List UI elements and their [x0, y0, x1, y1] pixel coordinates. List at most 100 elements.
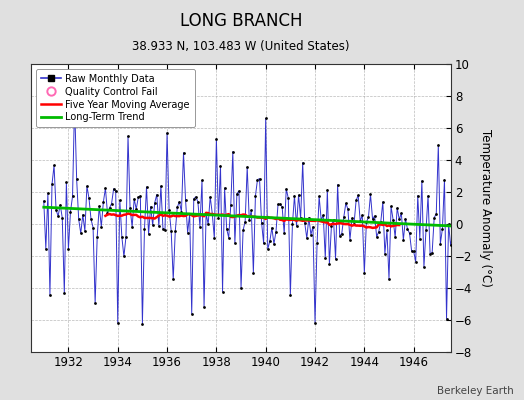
Point — [438, 226, 446, 232]
Point — [383, 227, 391, 234]
Point — [224, 234, 233, 241]
Point — [301, 220, 309, 226]
Point — [280, 230, 288, 237]
Point — [171, 228, 180, 234]
Point — [455, 259, 463, 266]
Point — [68, 193, 77, 200]
Point — [223, 226, 231, 232]
Point — [60, 290, 69, 296]
Point — [192, 194, 200, 200]
Point — [64, 246, 73, 252]
Point — [216, 163, 225, 169]
Point — [333, 182, 342, 188]
Point — [375, 228, 383, 235]
Point — [85, 195, 93, 202]
Point — [270, 241, 278, 247]
Point — [434, 142, 442, 148]
Point — [146, 204, 155, 210]
Text: Berkeley Earth: Berkeley Earth — [437, 386, 514, 396]
Point — [387, 203, 395, 210]
Point — [124, 133, 132, 139]
Point — [46, 292, 54, 298]
Point — [228, 148, 237, 155]
Point — [200, 304, 208, 310]
Point — [143, 184, 151, 190]
Point — [354, 192, 363, 198]
Point — [83, 183, 91, 189]
Point — [422, 227, 430, 234]
Point — [377, 219, 385, 225]
Point — [315, 193, 323, 200]
Point — [272, 229, 280, 235]
Point — [442, 315, 451, 322]
Point — [107, 200, 116, 207]
Point — [436, 240, 444, 247]
Point — [97, 224, 105, 230]
Point — [206, 194, 214, 200]
Point — [101, 185, 110, 191]
Point — [119, 253, 128, 260]
Point — [77, 230, 85, 236]
Point — [103, 210, 112, 216]
Point — [453, 198, 461, 205]
Point — [50, 162, 58, 169]
Point — [391, 234, 399, 240]
Point — [196, 223, 204, 230]
Point — [116, 197, 124, 204]
Point — [237, 285, 245, 292]
Point — [409, 248, 418, 255]
Point — [401, 216, 410, 222]
Point — [87, 216, 95, 222]
Point — [366, 191, 375, 198]
Point — [81, 228, 89, 234]
Point — [297, 215, 305, 222]
Point — [198, 177, 206, 184]
Point — [48, 181, 56, 188]
Point — [356, 218, 364, 224]
Point — [411, 258, 420, 265]
Point — [251, 193, 259, 199]
Point — [413, 192, 422, 199]
Point — [302, 235, 311, 241]
Point — [105, 205, 114, 211]
Point — [165, 207, 173, 214]
Point — [399, 236, 408, 243]
Point — [299, 159, 307, 166]
Point — [329, 216, 337, 223]
Point — [122, 234, 130, 240]
Point — [395, 216, 403, 223]
Text: 38.933 N, 103.483 W (United States): 38.933 N, 103.483 W (United States) — [132, 40, 350, 53]
Point — [202, 210, 210, 217]
Point — [118, 234, 126, 240]
Point — [136, 193, 145, 199]
Point — [428, 250, 436, 256]
Point — [268, 224, 276, 231]
Text: LONG BRANCH: LONG BRANCH — [180, 12, 302, 30]
Point — [317, 217, 325, 223]
Point — [373, 234, 381, 240]
Point — [173, 204, 181, 210]
Point — [340, 214, 348, 220]
Y-axis label: Temperature Anomaly (°C): Temperature Anomaly (°C) — [479, 129, 492, 287]
Point — [424, 193, 432, 199]
Point — [331, 256, 340, 262]
Point — [264, 246, 272, 252]
Point — [253, 176, 261, 183]
Point — [152, 191, 161, 198]
Point — [214, 215, 223, 221]
Point — [169, 276, 178, 283]
Point — [163, 130, 171, 136]
Point — [416, 235, 424, 242]
Point — [381, 250, 389, 257]
Point — [362, 219, 370, 225]
Point — [54, 213, 62, 219]
Point — [219, 288, 227, 295]
Point — [95, 203, 103, 209]
Point — [128, 224, 136, 230]
Point — [190, 196, 198, 202]
Point — [294, 192, 303, 198]
Point — [93, 234, 101, 240]
Point — [181, 197, 190, 203]
Point — [194, 199, 202, 205]
Point — [179, 150, 188, 156]
